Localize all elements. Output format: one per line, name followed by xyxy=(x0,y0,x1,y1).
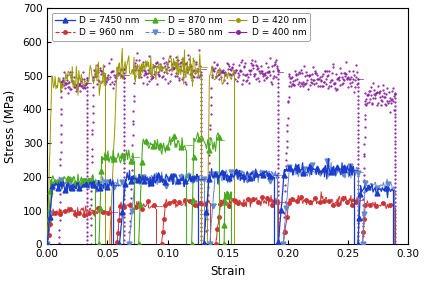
Y-axis label: Stress (MPa): Stress (MPa) xyxy=(4,90,17,163)
X-axis label: Strain: Strain xyxy=(210,265,245,278)
Legend: D = 7450 nm, D = 960 nm, D = 870 nm, D = 580 nm, D = 420 nm, D = 400 nm: D = 7450 nm, D = 960 nm, D = 870 nm, D =… xyxy=(52,13,310,41)
